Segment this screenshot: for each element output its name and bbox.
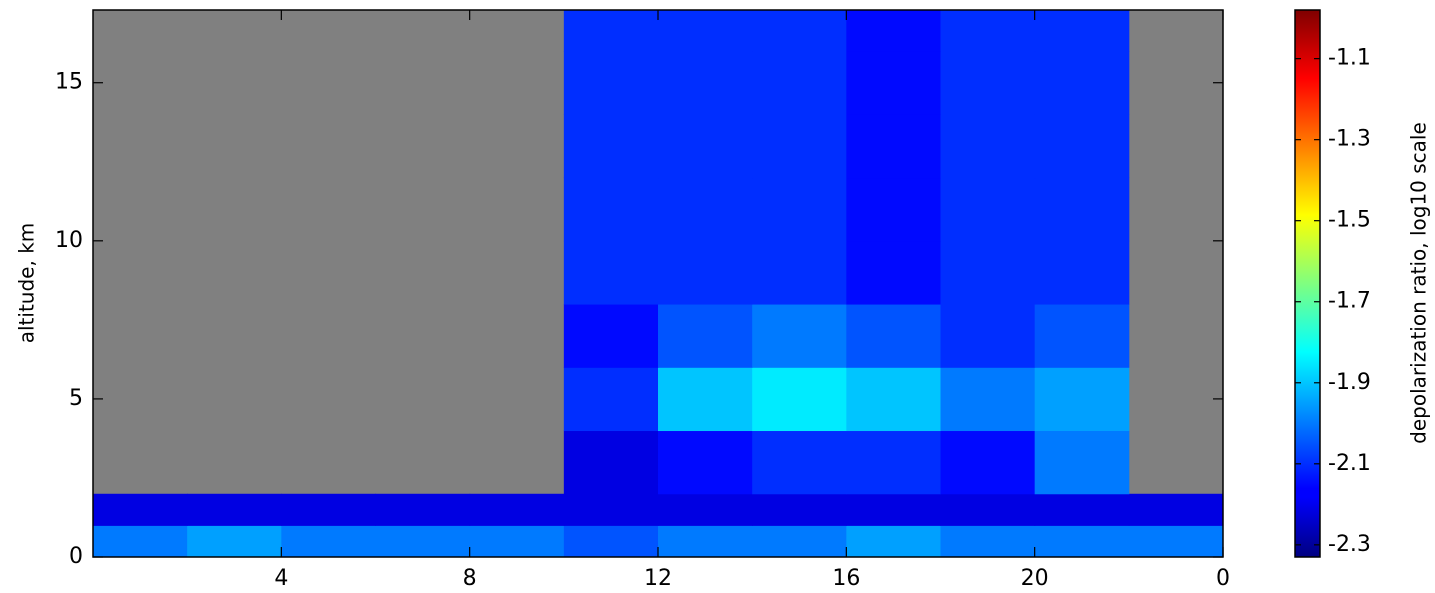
colorbar-tick-label: -2.3 <box>1328 532 1371 557</box>
x-tick-label: 16 <box>832 566 860 591</box>
heatmap-cell <box>752 304 847 368</box>
heatmap-cell <box>846 51 941 115</box>
heatmap-cell <box>846 240 941 305</box>
heatmap-cell <box>940 493 1036 526</box>
heatmap-cell <box>940 525 1036 558</box>
heatmap-cell <box>563 430 659 495</box>
heatmap-cell <box>752 240 847 305</box>
heatmap-cell <box>846 430 941 495</box>
heatmap-cell <box>1034 525 1130 558</box>
heatmap-cell <box>1034 177 1130 242</box>
heatmap-cell <box>940 177 1036 242</box>
heatmap-cell <box>1034 367 1130 432</box>
heatmap-cell <box>563 304 659 368</box>
heatmap-cell <box>1034 114 1130 179</box>
heatmap-cell <box>469 493 565 526</box>
heatmap-cell <box>658 10 753 52</box>
colorbar <box>1294 9 1321 558</box>
heatmap-cell <box>658 430 753 495</box>
y-axis-label: altitude, km <box>15 223 39 344</box>
heatmap-cell <box>469 525 565 558</box>
heatmap-cell <box>658 177 753 242</box>
heatmap-cell <box>658 240 753 305</box>
heatmap-cell <box>752 493 847 526</box>
heatmap-cell <box>658 525 753 558</box>
heatmap-cell <box>658 493 753 526</box>
y-tick-label: 5 <box>69 386 83 411</box>
heatmap-cell <box>93 525 188 558</box>
heatmap-cell <box>93 493 188 526</box>
heatmap-cell <box>752 430 847 495</box>
x-tick-label: 4 <box>274 566 288 591</box>
heatmap-cell <box>375 493 471 526</box>
heatmap-cell <box>752 177 847 242</box>
heatmap-cell <box>940 10 1036 52</box>
heatmap-cell <box>281 493 376 526</box>
colorbar-tick-label: -2.1 <box>1328 451 1371 476</box>
x-tick-label: 20 <box>1021 566 1049 591</box>
heatmap-cell <box>1034 51 1130 115</box>
heatmap-cell <box>940 240 1036 305</box>
heatmap-cell <box>846 304 941 368</box>
y-tick-label: 10 <box>55 228 83 253</box>
x-tick-label: 8 <box>463 566 477 591</box>
heatmap-cell <box>752 51 847 115</box>
heatmap-cell <box>375 525 471 558</box>
heatmap-cell <box>563 525 659 558</box>
heatmap-cell <box>752 114 847 179</box>
heatmap-cell <box>563 177 659 242</box>
heatmap-cell <box>563 367 659 432</box>
heatmap-cell <box>281 525 376 558</box>
heatmap-cell <box>846 177 941 242</box>
heatmap-cell <box>846 10 941 52</box>
heatmap-cell <box>563 493 659 526</box>
heatmap-cell <box>846 367 941 432</box>
heatmap-cell <box>752 525 847 558</box>
y-tick-label: 0 <box>69 544 83 569</box>
heatmap-cell <box>563 51 659 115</box>
heatmap-cell <box>563 10 659 52</box>
heatmap-cell <box>846 525 941 558</box>
heatmap-cell <box>1034 430 1130 495</box>
heatmap-cell <box>940 367 1036 432</box>
colorbar-tick-label: -1.1 <box>1328 46 1371 71</box>
heatmap-cell <box>658 114 753 179</box>
heatmap-cell <box>187 525 282 558</box>
heatmap-cell <box>563 114 659 179</box>
heatmap-cell <box>1034 240 1130 305</box>
heatmap-cell <box>940 430 1036 495</box>
heatmap-cell <box>940 304 1036 368</box>
heatmap-cell <box>1128 525 1224 558</box>
heatmap-cell <box>1034 493 1130 526</box>
heatmap-cell <box>940 114 1036 179</box>
y-tick-label: 15 <box>55 70 83 95</box>
heatmap-cell <box>1128 493 1224 526</box>
heatmap-cell <box>846 493 941 526</box>
heatmap-cell <box>752 367 847 432</box>
x-tick-label: 12 <box>644 566 672 591</box>
heatmap-cell <box>940 51 1036 115</box>
plot-area <box>93 10 1224 558</box>
heatmap-cell <box>752 10 847 52</box>
colorbar-tick-label: -1.5 <box>1328 208 1371 233</box>
heatmap-cell <box>658 367 753 432</box>
colorbar-label: depolarization ratio, log10 scale <box>1407 122 1431 444</box>
heatmap-cell <box>658 304 753 368</box>
heatmap-cell <box>563 240 659 305</box>
heatmap-cell <box>846 114 941 179</box>
heatmap-cell <box>658 51 753 115</box>
heatmap-cell <box>1034 304 1130 368</box>
heatmap-cell <box>187 493 282 526</box>
colorbar-tick-label: -1.9 <box>1328 370 1371 395</box>
heatmap-cell <box>1034 10 1130 52</box>
colorbar-tick-label: -1.3 <box>1328 127 1371 152</box>
colorbar-tick-label: -1.7 <box>1328 289 1371 314</box>
x-tick-label: 0 <box>1216 566 1230 591</box>
